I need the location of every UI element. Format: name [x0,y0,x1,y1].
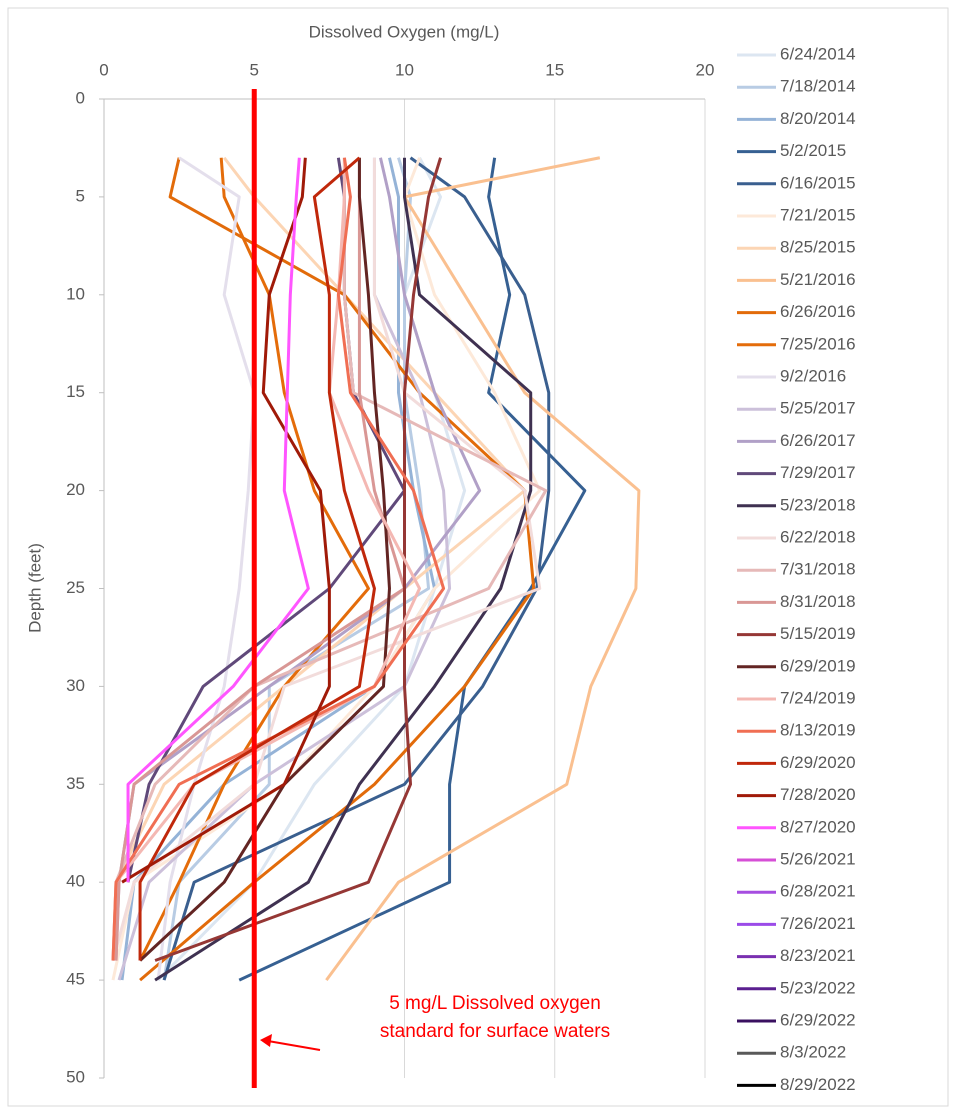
y-tick-label: 5 [76,186,85,205]
legend-label: 8/25/2015 [780,238,856,257]
series-line [126,157,310,883]
y-tick-label: 20 [66,480,85,499]
y-tick-label: 10 [66,284,85,303]
legend-label: 7/24/2019 [780,688,856,707]
legend-label: 5/2/2015 [780,141,846,160]
legend-label: 8/13/2019 [780,721,856,740]
y-tick-label: 25 [66,578,85,597]
legend-label: 6/29/2019 [780,656,856,675]
legend-label: 7/21/2015 [780,205,856,224]
series-line [111,157,542,961]
series-line [139,157,536,982]
legend-label: 5/15/2019 [780,624,856,643]
legend-label: 8/29/2022 [780,1075,856,1094]
series-line [111,157,446,961]
legend-label: 8/31/2018 [780,592,856,611]
legend-label: 5/23/2022 [780,978,856,997]
series-line [114,157,406,961]
legend-label: 5/26/2021 [780,849,856,868]
legend-label: 5/23/2018 [780,495,856,514]
legend-label: 7/26/2021 [780,914,856,933]
legend-label: 8/3/2022 [780,1043,846,1062]
y-tick-label: 30 [66,676,85,695]
legend-label: 5/25/2017 [780,399,856,418]
x-tick-label: 10 [395,60,414,79]
y-tick-label: 45 [66,970,85,989]
legend-label: 6/29/2020 [780,753,856,772]
y-tick-label: 15 [66,382,85,401]
series-line [162,156,551,981]
y-tick-label: 50 [66,1067,85,1086]
legend-label: 7/29/2017 [780,463,856,482]
x-tick-label: 0 [99,60,108,79]
legend-label: 6/26/2016 [780,302,856,321]
x-tick-label: 5 [250,60,259,79]
y-tick-label: 35 [66,774,85,793]
legend-label: 8/27/2020 [780,817,856,836]
x-tick-label: 15 [545,60,564,79]
legend-label: 8/20/2014 [780,109,856,128]
legend-label: 6/28/2021 [780,882,856,901]
series-line [138,156,376,961]
legend-label: 6/22/2018 [780,527,856,546]
legend-label: 8/23/2021 [780,946,856,965]
series-line [325,156,641,981]
legend-label: 6/29/2022 [780,1010,856,1029]
legend-label: 7/18/2014 [780,77,856,96]
y-tick-label: 40 [66,872,85,891]
annotation: 5 mg/L Dissolved oxygen [389,993,601,1014]
legend-label: 9/2/2016 [780,366,846,385]
series-line [111,157,422,961]
legend-label: 6/26/2017 [780,431,856,450]
annotation-arrow [267,1040,321,1051]
legend-label: 5/21/2016 [780,270,856,289]
legend-label: 7/28/2020 [780,785,856,804]
x-axis-label: Dissolved Oxygen (mg/L) [309,22,500,41]
legend-label: 6/24/2014 [780,44,856,63]
series-line [238,157,587,982]
y-axis-label: Depth (feet) [25,543,44,633]
series-line [154,157,442,962]
y-tick-label: 0 [76,88,85,107]
legend-label: 7/31/2018 [780,560,856,579]
legend-label: 7/25/2016 [780,334,856,353]
legend-label: 6/16/2015 [780,173,856,192]
x-tick-label: 20 [696,60,715,79]
annotation: standard for surface waters [380,1021,610,1042]
series-line [121,157,331,884]
series-line [156,156,256,981]
annotation-arrowhead [260,1034,272,1047]
